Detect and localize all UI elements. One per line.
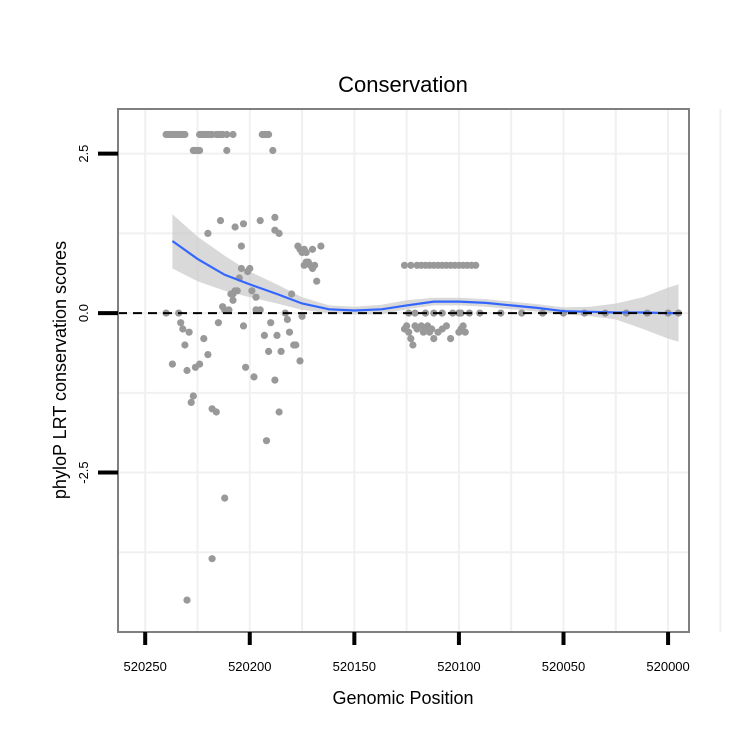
- data-points-layer: [162, 130, 683, 604]
- data-point: [518, 309, 526, 317]
- data-point: [196, 146, 204, 155]
- data-point: [223, 146, 231, 155]
- data-point: [239, 220, 248, 228]
- data-point: [311, 261, 319, 269]
- data-point: [196, 360, 204, 368]
- data-point: [183, 366, 191, 375]
- x-axis-title: Genomic Position: [332, 688, 473, 708]
- data-point: [308, 245, 317, 253]
- data-point: [231, 223, 239, 231]
- data-point: [267, 319, 275, 327]
- data-point: [277, 347, 285, 355]
- y-tick-label: 0.0: [76, 304, 91, 322]
- data-point: [168, 360, 176, 368]
- data-point: [250, 373, 258, 381]
- y-axis: 2.5 0.0 -2.5: [76, 145, 118, 484]
- data-point: [302, 248, 310, 257]
- grid-lines: [118, 109, 722, 632]
- data-point: [288, 290, 296, 298]
- y-tick-label: -2.5: [76, 461, 91, 483]
- data-point: [260, 331, 268, 339]
- data-point: [275, 229, 283, 237]
- y-tick-label: 2.5: [76, 145, 91, 163]
- y-axis-title: phyloP LRT conservation scores: [50, 241, 70, 499]
- data-point: [252, 306, 260, 314]
- data-point: [403, 322, 411, 330]
- data-point: [285, 328, 294, 336]
- data-point: [216, 217, 225, 225]
- data-point: [221, 494, 229, 502]
- data-point: [177, 319, 185, 327]
- data-point: [204, 351, 212, 359]
- data-point: [273, 331, 281, 339]
- data-point: [183, 596, 191, 604]
- data-point: [292, 341, 300, 349]
- data-point: [428, 325, 436, 333]
- data-point: [225, 306, 233, 314]
- data-point: [189, 392, 197, 400]
- data-point: [187, 398, 195, 406]
- data-point: [181, 341, 189, 349]
- data-point: [298, 312, 306, 320]
- data-point: [212, 408, 220, 416]
- data-point: [265, 130, 273, 139]
- data-point: [269, 146, 277, 155]
- data-point: [271, 213, 279, 221]
- data-point: [296, 357, 304, 365]
- data-point: [246, 264, 254, 273]
- data-point: [411, 309, 419, 317]
- x-tick-label: 520150: [333, 659, 376, 674]
- data-point: [455, 309, 463, 317]
- data-point: [283, 315, 291, 324]
- data-point: [200, 335, 208, 343]
- data-point: [459, 322, 467, 330]
- data-point: [181, 130, 189, 139]
- data-point: [179, 325, 187, 333]
- data-point: [242, 363, 250, 371]
- x-axis: 520250 520200 520150 520100 520050 520000: [123, 632, 690, 674]
- data-point: [438, 309, 446, 317]
- x-tick-label: 520200: [228, 659, 271, 674]
- x-tick-label: 520050: [542, 659, 585, 674]
- data-point: [229, 296, 237, 304]
- chart-title: Conservation: [338, 72, 468, 97]
- data-point: [237, 242, 245, 250]
- data-point: [248, 287, 256, 295]
- data-point: [229, 130, 237, 139]
- smooth-line: [171, 240, 679, 315]
- data-point: [256, 217, 264, 225]
- data-point: [430, 335, 438, 343]
- data-point: [409, 341, 417, 349]
- data-point: [407, 335, 415, 343]
- data-point: [223, 130, 231, 139]
- x-tick-label: 520250: [123, 659, 166, 674]
- data-point: [271, 376, 279, 384]
- data-point: [262, 437, 271, 445]
- data-point: [237, 264, 245, 273]
- data-point: [214, 319, 222, 327]
- data-point: [442, 322, 450, 330]
- data-point: [472, 261, 480, 269]
- data-point: [407, 261, 415, 269]
- data-point: [400, 261, 409, 269]
- data-point: [317, 242, 325, 250]
- data-point: [405, 328, 413, 336]
- data-point: [275, 408, 283, 416]
- data-point: [208, 555, 216, 563]
- x-tick-label: 520000: [646, 659, 689, 674]
- data-point: [233, 287, 241, 295]
- data-point: [447, 335, 455, 343]
- data-point: [204, 229, 212, 237]
- x-tick-label: 520100: [437, 659, 480, 674]
- data-point: [313, 277, 321, 285]
- data-point: [252, 293, 260, 301]
- smooth-line-layer: [171, 240, 679, 315]
- data-point: [461, 328, 469, 336]
- plot-panel-border: [117, 108, 690, 633]
- data-point: [265, 347, 273, 355]
- data-point: [239, 322, 248, 330]
- data-point: [185, 328, 193, 336]
